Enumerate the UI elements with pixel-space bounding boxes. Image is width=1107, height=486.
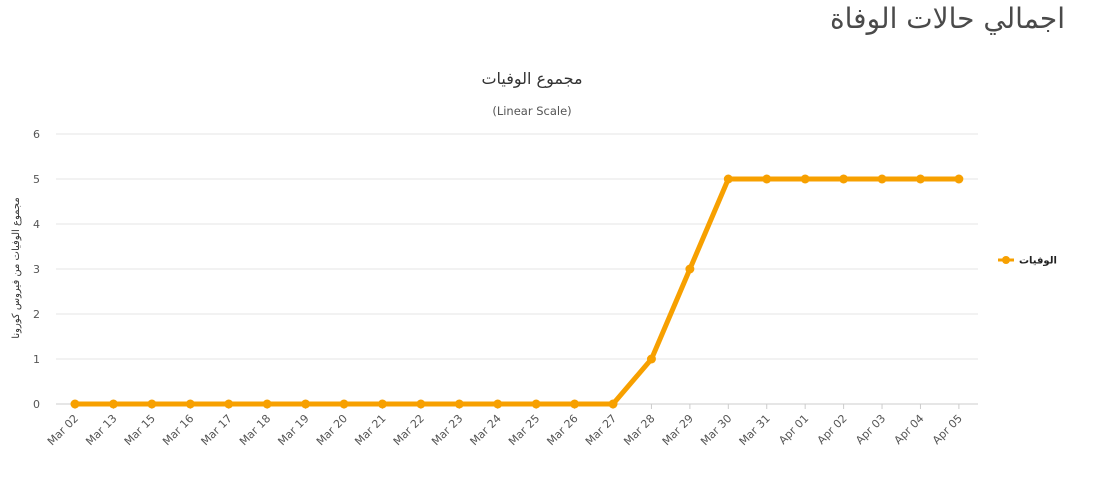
data-point: [70, 399, 80, 409]
x-tick-label: Mar 18: [237, 412, 273, 448]
x-axis-ticks: Mar 02 Mar 13 Mar 15 Mar 16 Mar 17 Mar 18 Mar …: [45, 404, 965, 448]
y-tick-label: 2: [33, 308, 40, 321]
data-point: [723, 174, 733, 184]
data-point: [493, 399, 503, 409]
x-tick-label: Mar 23: [429, 412, 465, 448]
data-point: [185, 399, 195, 409]
data-point: [608, 399, 618, 409]
legend-item-label[interactable]: الوفيات: [1019, 256, 1057, 267]
data-point: [685, 264, 695, 274]
legend-marker: [1002, 256, 1010, 264]
data-point: [416, 399, 426, 409]
data-point: [224, 399, 234, 409]
data-point: [954, 174, 964, 184]
y-tick-label: 3: [33, 263, 40, 276]
chart-title: مجموع الوفيات: [481, 69, 582, 89]
x-tick-label: Mar 31: [737, 412, 773, 448]
y-tick-label: 0: [33, 398, 40, 411]
x-tick-label: Mar 19: [275, 412, 311, 448]
x-tick-label: Mar 26: [544, 412, 580, 448]
y-tick-label: 4: [33, 218, 40, 231]
x-tick-label: Apr 02: [815, 412, 850, 447]
data-point: [454, 399, 464, 409]
data-point: [877, 174, 887, 184]
x-tick-label: Mar 25: [506, 412, 542, 448]
data-point: [262, 399, 272, 409]
x-tick-label: Mar 13: [83, 412, 119, 448]
x-tick-label: Mar 15: [122, 412, 158, 448]
series-line: [72, 176, 962, 407]
data-point: [570, 399, 580, 409]
data-point: [339, 399, 349, 409]
page-title: اجمالي حالات الوفاة: [829, 2, 1065, 35]
y-axis-ticks: 0 1 2 3 4 5 6: [33, 128, 40, 411]
x-tick-label: Mar 27: [583, 412, 619, 448]
chart-subtitle: (Linear Scale): [492, 104, 571, 118]
x-tick-label: Mar 17: [199, 412, 235, 448]
grid-lines: [56, 133, 978, 405]
x-tick-label: Apr 05: [930, 412, 965, 447]
x-tick-label: Mar 02: [45, 412, 81, 448]
x-tick-label: Mar 24: [468, 412, 504, 448]
x-tick-label: Apr 04: [892, 412, 927, 447]
x-tick-label: Apr 03: [853, 412, 888, 447]
x-tick-label: Apr 01: [776, 412, 811, 447]
x-tick-label: Mar 22: [391, 412, 427, 448]
x-tick-label: Mar 20: [314, 412, 350, 448]
x-tick-label: Mar 29: [660, 412, 696, 448]
y-tick-label: 6: [33, 128, 40, 141]
data-point: [377, 399, 387, 409]
data-point: [108, 399, 118, 409]
y-axis-title: مجموع الوفيات من فيروس كورونا: [11, 197, 22, 338]
x-tick-label: Mar 30: [698, 412, 734, 448]
x-tick-label: Mar 21: [352, 412, 388, 448]
y-tick-label: 1: [33, 353, 40, 366]
y-tick-label: 5: [33, 173, 40, 186]
data-point: [762, 174, 772, 184]
data-point: [301, 399, 311, 409]
x-tick-label: Mar 28: [621, 412, 657, 448]
data-point: [646, 354, 656, 364]
x-tick-label: Mar 16: [160, 412, 196, 448]
series-layer: [70, 174, 964, 409]
data-point: [800, 174, 810, 184]
data-point: [839, 174, 849, 184]
legend[interactable]: الوفيات: [998, 256, 1057, 267]
data-point: [915, 174, 925, 184]
data-point: [531, 399, 541, 409]
data-point: [147, 399, 157, 409]
